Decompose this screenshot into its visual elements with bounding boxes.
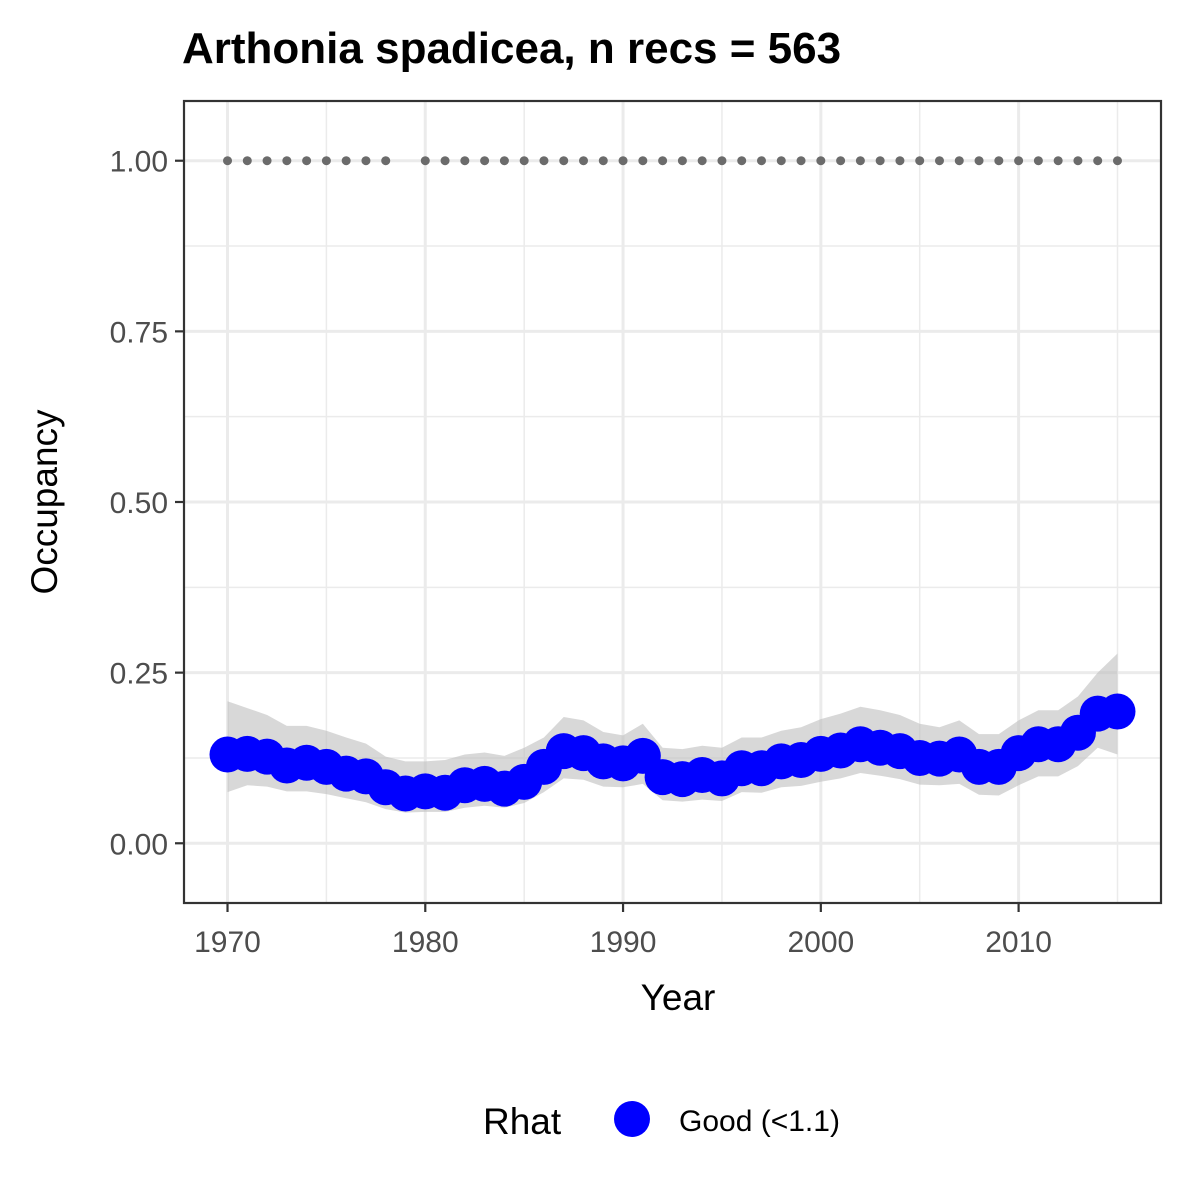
legend-title: Rhat [483, 1101, 562, 1142]
record-marker [420, 156, 430, 166]
x-axis: 1970 1980 1990 2000 2010 [194, 903, 1052, 959]
record-marker [440, 156, 450, 166]
record-marker [1053, 156, 1063, 166]
record-marker [816, 156, 826, 166]
record-marker [223, 156, 233, 166]
record-marker [361, 156, 371, 166]
x-tick-label: 1970 [194, 926, 261, 959]
plot-panel [182, 99, 1163, 905]
record-marker [875, 156, 885, 166]
occupancy-point [1099, 693, 1136, 730]
record-marker [499, 156, 509, 166]
record-marker [381, 156, 391, 166]
record-marker [242, 156, 252, 166]
record-marker [697, 156, 707, 166]
record-marker [855, 156, 865, 166]
record-marker [321, 156, 331, 166]
record-marker [618, 156, 628, 166]
record-marker [1014, 156, 1024, 166]
record-marker [480, 156, 490, 166]
record-marker [737, 156, 747, 166]
record-marker [1073, 156, 1083, 166]
record-marker [519, 156, 529, 166]
record-marker [994, 156, 1004, 166]
record-marker [341, 156, 351, 166]
legend-key-good [614, 1101, 650, 1137]
confidence-ribbon [227, 653, 1118, 813]
record-marker [262, 156, 272, 166]
x-tick-label: 2000 [787, 926, 854, 959]
record-marker [460, 156, 470, 166]
record-marker [302, 156, 312, 166]
record-marker [1093, 156, 1103, 166]
record-marker [756, 156, 766, 166]
record-marker [579, 156, 589, 166]
record-marker [677, 156, 687, 166]
legend: Rhat Good (<1.1) [483, 1101, 840, 1142]
y-tick-label: 1.00 [110, 146, 168, 179]
legend-label-good: Good (<1.1) [679, 1105, 840, 1138]
record-marker [282, 156, 292, 166]
x-tick-label: 1990 [590, 926, 657, 959]
y-tick-label: 0.25 [110, 658, 168, 691]
record-marker [559, 156, 569, 166]
x-tick-label: 1980 [392, 926, 459, 959]
record-marker [836, 156, 846, 166]
record-marker [915, 156, 925, 166]
record-marker [954, 156, 964, 166]
record-marker [598, 156, 608, 166]
record-marker [974, 156, 984, 166]
record-marker [539, 156, 549, 166]
record-marker [1112, 156, 1122, 166]
y-tick-label: 0.00 [110, 828, 168, 861]
y-tick-label: 0.50 [110, 487, 168, 520]
record-marker [895, 156, 905, 166]
record-marker [717, 156, 727, 166]
y-axis: 0.00 0.25 0.50 0.75 1.00 [110, 146, 184, 861]
record-marker [796, 156, 806, 166]
record-marker [658, 156, 668, 166]
x-axis-title: Year [641, 977, 716, 1018]
chart-title: Arthonia spadicea, n recs = 563 [182, 24, 841, 73]
record-marker [638, 156, 648, 166]
record-marker [1033, 156, 1043, 166]
y-tick-label: 0.75 [110, 316, 168, 349]
record-marker [934, 156, 944, 166]
x-tick-label: 2010 [985, 926, 1052, 959]
y-axis-title: Occupancy [24, 409, 65, 595]
record-marker [776, 156, 786, 166]
